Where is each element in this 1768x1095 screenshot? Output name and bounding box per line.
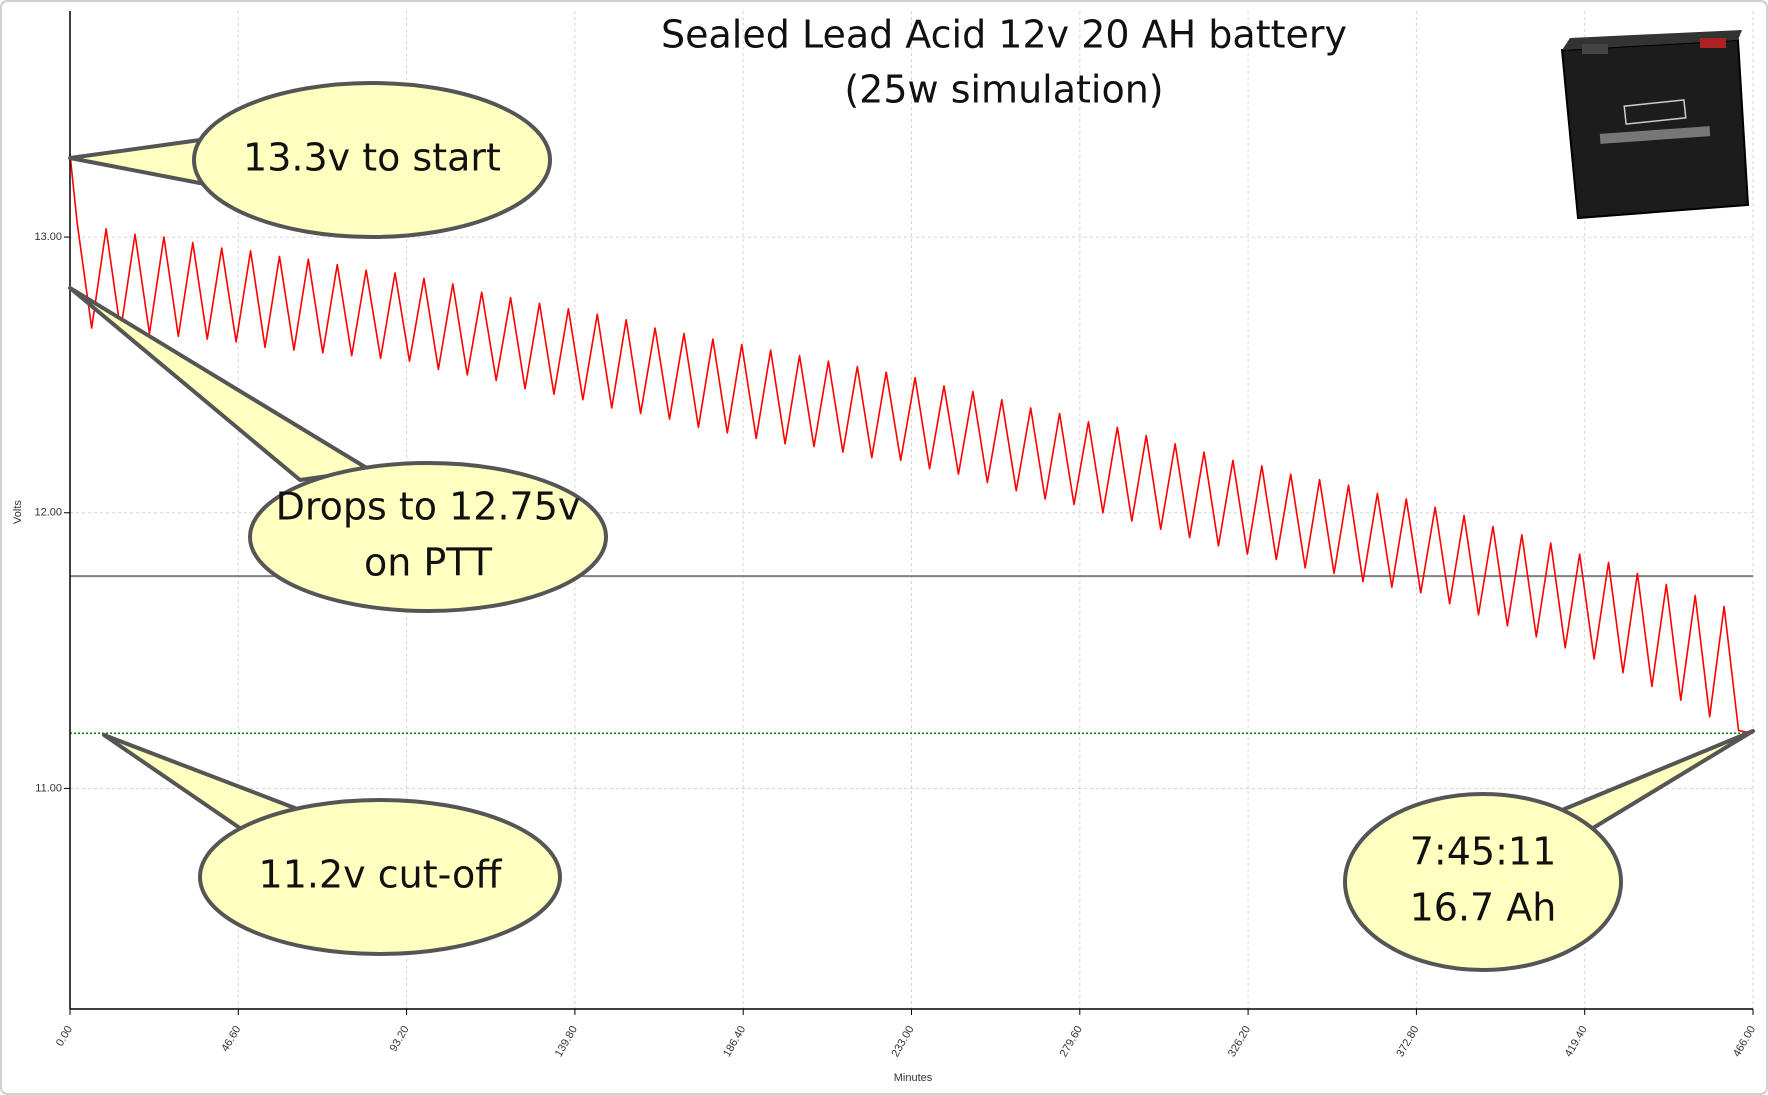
annotations: 13.3v to start Drops to 12.75v on PTT 11.2v…: [68, 81, 1755, 972]
callout-text: 11.2v cut-off: [259, 853, 503, 897]
y-tick-label: 11.00: [35, 782, 62, 794]
chart-subtitle: (25w simulation): [844, 68, 1163, 112]
callout: 7:45:11 16.7 Ah: [1343, 729, 1755, 972]
chart-title: Sealed Lead Acid 12v 20 AH battery: [661, 13, 1347, 57]
callout-bubble: [248, 461, 608, 613]
battery-image: [1560, 30, 1750, 220]
x-axis-label: Minutes: [894, 1072, 933, 1084]
callout: 13.3v to start: [68, 81, 552, 239]
callout-text: 7:45:11: [1410, 830, 1557, 874]
callout-text: on PTT: [364, 541, 493, 585]
callout-bubble: [198, 798, 562, 956]
callout-bubble: [192, 81, 552, 239]
y-tick-label: 12.00: [34, 507, 62, 519]
callout-text: 16.7 Ah: [1410, 886, 1557, 930]
data-line: [69, 154, 1754, 735]
y-tick-label: 13.00: [34, 231, 62, 243]
y-axis-label: Volts: [12, 500, 24, 524]
callout: 11.2v cut-off: [102, 733, 562, 956]
callout: Drops to 12.75v on PTT: [68, 286, 608, 613]
callout-bubble: [1343, 792, 1623, 972]
callout-text: Drops to 12.75v: [276, 485, 581, 529]
callout-text: 13.3v to start: [243, 136, 501, 180]
